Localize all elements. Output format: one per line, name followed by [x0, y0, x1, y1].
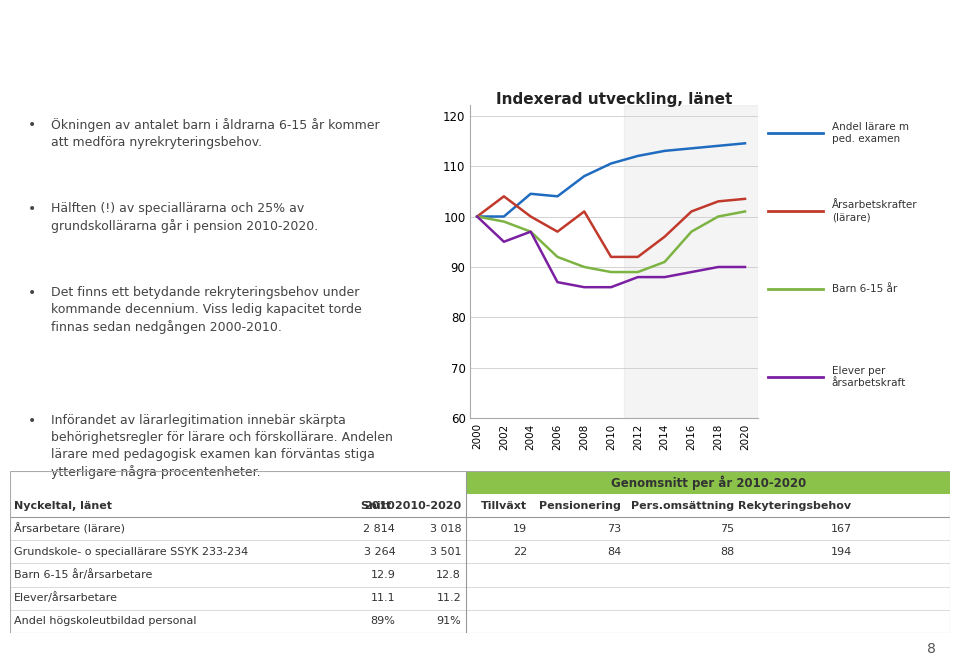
- Bar: [624, 105, 758, 418]
- Text: 194: 194: [830, 547, 852, 557]
- Text: Rekyteringsbehov: Rekyteringsbehov: [738, 501, 852, 511]
- Text: Tillväxt: Tillväxt: [481, 501, 527, 511]
- Text: Grundskole- o speciallärare SSYK 233-234: Grundskole- o speciallärare SSYK 233-234: [14, 547, 249, 557]
- Text: 167: 167: [830, 524, 852, 534]
- Text: Årsarbetskrafter
(lärare): Årsarbetskrafter (lärare): [831, 200, 918, 222]
- Text: 84: 84: [607, 547, 621, 557]
- Text: •: •: [28, 414, 36, 428]
- Text: 2 814: 2 814: [364, 524, 396, 534]
- Text: Genomsnitt per år 2010-2020: Genomsnitt per år 2010-2020: [611, 475, 805, 490]
- Text: 11.1: 11.1: [371, 593, 396, 603]
- Text: 3 018: 3 018: [429, 524, 461, 534]
- Text: 89%: 89%: [371, 616, 396, 626]
- Text: 73: 73: [607, 524, 621, 534]
- Text: 11.2: 11.2: [437, 593, 461, 603]
- Text: Årsarbetare (lärare): Årsarbetare (lärare): [14, 523, 126, 534]
- Text: 91%: 91%: [437, 616, 461, 626]
- Text: 2010: 2010: [365, 501, 396, 511]
- Text: Ökningen av antalet barn i åldrarna 6-15 år kommer
att medföra nyrekryteringsbeh: Ökningen av antalet barn i åldrarna 6-15…: [51, 118, 379, 149]
- Text: Pensionering: Pensionering: [540, 501, 621, 511]
- Text: Införandet av lärarlegitimation innebär skärpta
behörighetsregler för lärare och: Införandet av lärarlegitimation innebär …: [51, 414, 393, 480]
- Text: Nyckeltal, länet: Nyckeltal, länet: [14, 501, 112, 511]
- Text: 12.9: 12.9: [371, 570, 396, 580]
- Text: 3 501: 3 501: [430, 547, 461, 557]
- Text: Elever/årsarbetare: Elever/årsarbetare: [14, 592, 118, 604]
- Text: •: •: [28, 118, 36, 132]
- Text: Barn 6-15 år: Barn 6-15 år: [831, 284, 897, 294]
- Text: •: •: [28, 286, 36, 300]
- Text: Indexerad utveckling, länet: Indexerad utveckling, länet: [496, 92, 732, 107]
- Text: Barn 6-15 år/årsarbetare: Barn 6-15 år/årsarbetare: [14, 569, 153, 581]
- Text: Snitt 2010-2020: Snitt 2010-2020: [361, 501, 461, 511]
- Text: Andel högskoleutbildad personal: Andel högskoleutbildad personal: [14, 616, 197, 626]
- Text: •: •: [28, 202, 36, 216]
- Text: 19: 19: [513, 524, 527, 534]
- Text: Elever per
årsarbetskraft: Elever per årsarbetskraft: [831, 366, 906, 388]
- Bar: [466, 471, 950, 494]
- Text: Pers.omsättning: Pers.omsättning: [631, 501, 734, 511]
- Text: 12.8: 12.8: [436, 570, 461, 580]
- Text: Hälften (!) av speciallärarna och 25% av
grundskollärarna går i pension 2010-202: Hälften (!) av speciallärarna och 25% av…: [51, 202, 318, 233]
- Text: 75: 75: [720, 524, 734, 534]
- Text: 3 264: 3 264: [364, 547, 396, 557]
- Text: Andel lärare m
ped. examen: Andel lärare m ped. examen: [831, 122, 909, 144]
- Text: Grundskola: Kompetensbehov: Grundskola: Kompetensbehov: [21, 29, 492, 57]
- Text: Det finns ett betydande rekryteringsbehov under
kommande decennium. Viss ledig k: Det finns ett betydande rekryteringsbeho…: [51, 286, 362, 335]
- Text: 8: 8: [927, 642, 936, 656]
- Text: 88: 88: [720, 547, 734, 557]
- Text: 22: 22: [513, 547, 527, 557]
